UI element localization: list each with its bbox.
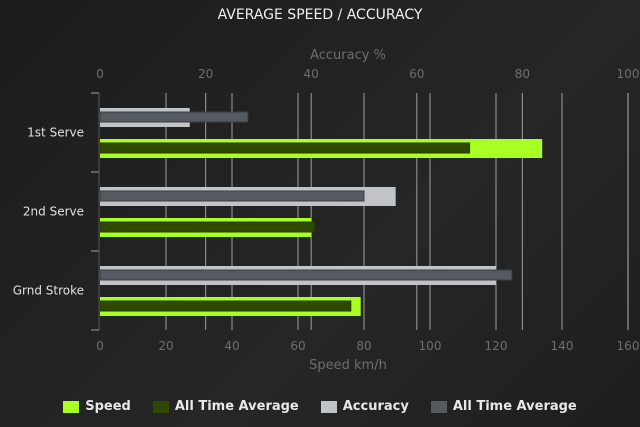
speed-tick-label: 40 bbox=[224, 339, 239, 353]
legend-label: Speed bbox=[85, 399, 131, 414]
speed-tick-label: 60 bbox=[290, 339, 305, 353]
accuracy-tick-label: 40 bbox=[304, 67, 319, 81]
accuracy-average-bar bbox=[99, 111, 249, 123]
legend-swatch bbox=[430, 400, 447, 413]
legend-item-speed-average[interactable]: All Time Average bbox=[152, 399, 299, 414]
legend-label: All Time Average bbox=[452, 399, 577, 414]
legend-item-accuracy[interactable]: Accuracy bbox=[320, 399, 409, 414]
speed-tick-label: 160 bbox=[617, 339, 640, 353]
speed-tick-label: 120 bbox=[485, 339, 508, 353]
accuracy-tick-label: 80 bbox=[515, 67, 530, 81]
legend-label: All Time Average bbox=[174, 399, 299, 414]
speed-axis-title: Speed km/h bbox=[309, 358, 387, 373]
accuracy-average-bar bbox=[99, 190, 365, 202]
speed-average-bar bbox=[99, 300, 352, 312]
accuracy-axis-title: Accuracy % bbox=[310, 48, 386, 63]
category-label: Grnd Stroke bbox=[13, 284, 84, 298]
legend-swatch bbox=[320, 400, 337, 413]
accuracy-tick-label: 60 bbox=[409, 67, 424, 81]
category-label: 1st Serve bbox=[27, 126, 84, 140]
speed-average-bar bbox=[99, 142, 471, 154]
legend-label: Accuracy bbox=[342, 399, 409, 414]
speed-tick-label: 20 bbox=[158, 339, 173, 353]
legend-swatch bbox=[63, 400, 80, 413]
chart-title: AVERAGE SPEED / ACCURACY bbox=[217, 7, 423, 23]
accuracy-tick-label: 100 bbox=[617, 67, 640, 81]
accuracy-tick-label: 0 bbox=[96, 67, 104, 81]
legend-swatch bbox=[152, 400, 169, 413]
speed-tick-label: 0 bbox=[96, 339, 104, 353]
speed-tick-label: 100 bbox=[419, 339, 442, 353]
legend: Speed All Time Average Accuracy All Time… bbox=[0, 399, 640, 414]
accuracy-tick-label: 20 bbox=[198, 67, 213, 81]
category-label: 2nd Serve bbox=[23, 205, 84, 219]
speed-tick-label: 80 bbox=[356, 339, 371, 353]
speed-average-bar bbox=[99, 221, 315, 233]
accuracy-average-bar bbox=[99, 269, 513, 281]
legend-item-speed[interactable]: Speed bbox=[63, 399, 131, 414]
speed-tick-label: 140 bbox=[551, 339, 574, 353]
legend-item-accuracy-average[interactable]: All Time Average bbox=[430, 399, 577, 414]
